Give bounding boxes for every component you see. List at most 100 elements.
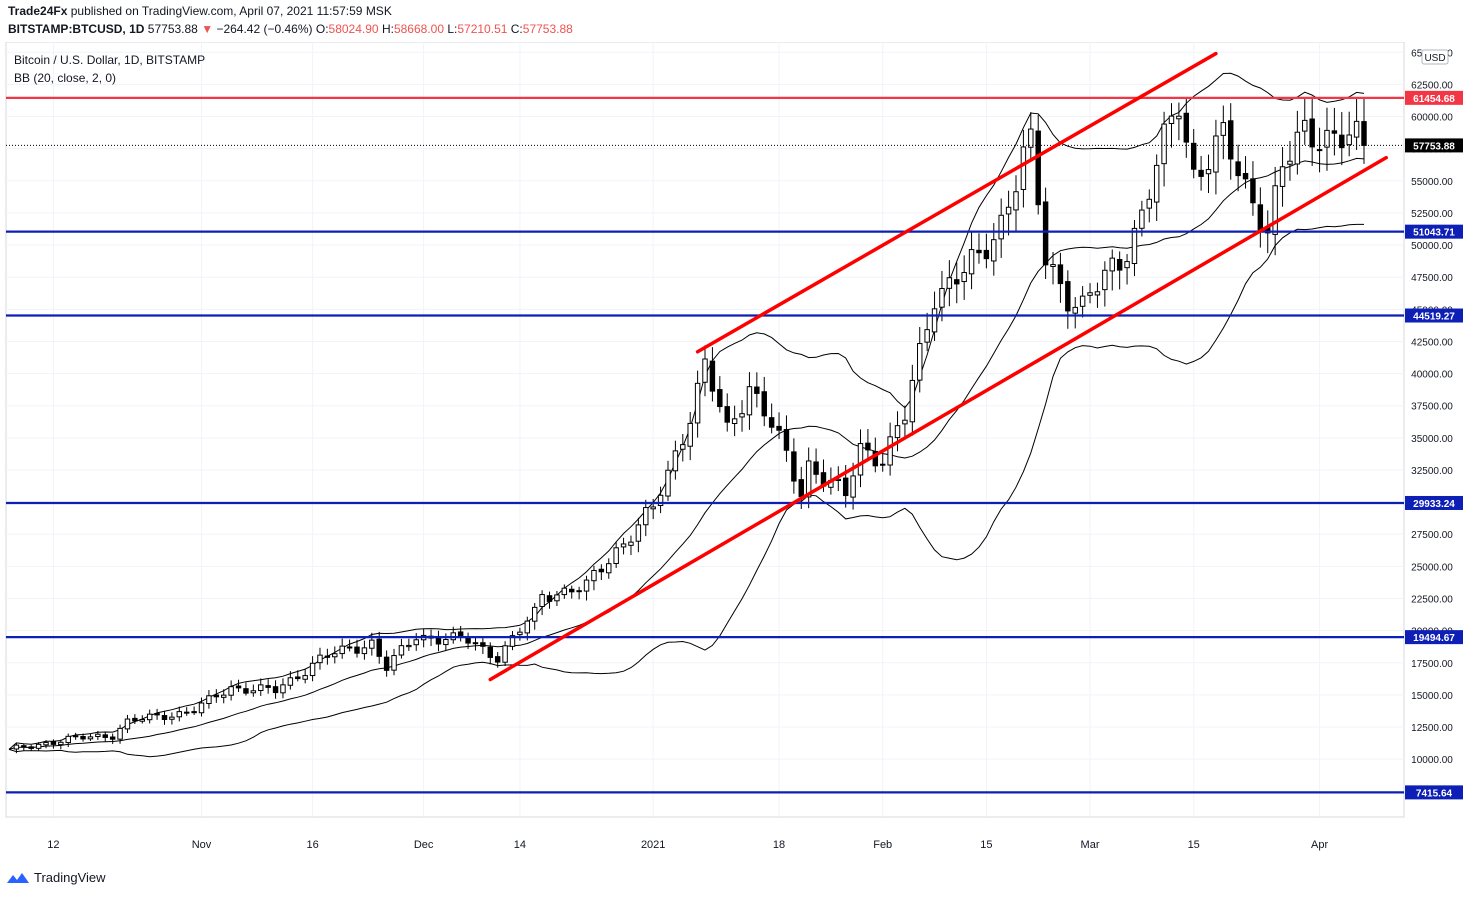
chart-legend-title: Bitcoin / U.S. Dollar, 1D, BITSTAMP: [14, 53, 205, 67]
candle: [879, 450, 886, 472]
candle-body: [487, 646, 494, 658]
candle: [539, 590, 545, 616]
candle-body: [139, 719, 145, 722]
publisher-name[interactable]: Trade24Fx: [8, 4, 68, 18]
candle-body: [317, 654, 323, 664]
candle: [1279, 147, 1286, 207]
candle: [95, 730, 101, 740]
indicator-legend: BB (20, close, 2, 0): [14, 71, 116, 85]
candle: [613, 541, 619, 568]
candle-body: [1257, 204, 1264, 231]
candle: [739, 400, 745, 432]
candle-body: [657, 494, 664, 506]
candle: [146, 709, 153, 724]
candle-body: [791, 451, 797, 482]
candle: [531, 602, 538, 630]
candle-body: [309, 662, 316, 677]
y-tick-label: 55000.00: [1411, 177, 1453, 188]
candle-body: [724, 406, 730, 423]
candle: [628, 535, 634, 556]
y-tick-label: 27500.00: [1411, 530, 1453, 541]
candle-body: [1324, 129, 1330, 148]
candle-body: [754, 386, 760, 394]
candle: [576, 586, 582, 600]
ohlc-open: 58024.90: [328, 22, 379, 36]
candle-body: [909, 379, 916, 423]
candle-body: [1065, 281, 1071, 312]
currency-badge[interactable]: [1421, 49, 1449, 65]
candle-body: [991, 239, 997, 262]
candle-body: [1228, 120, 1234, 160]
candle-body: [95, 733, 101, 737]
footer-brand[interactable]: TradingView: [34, 870, 106, 885]
y-tick-label: 52500.00: [1411, 209, 1453, 220]
ohlc-close: 57753.88: [522, 22, 573, 36]
candle-body: [917, 343, 923, 381]
candle-body: [243, 688, 249, 694]
candle-body: [206, 695, 212, 705]
candle-body: [961, 272, 967, 283]
candle-body: [1042, 201, 1049, 266]
y-tick-label: 42500.00: [1411, 337, 1453, 348]
candle-body: [102, 734, 108, 738]
candle: [1198, 155, 1204, 191]
candle-body: [1094, 291, 1101, 296]
candle: [1287, 141, 1293, 181]
candle-body: [1309, 118, 1315, 148]
price-level-label: 7415.64: [1416, 788, 1453, 799]
candle: [413, 633, 419, 651]
candle: [606, 558, 612, 579]
candle-body: [1339, 134, 1345, 149]
candle-body: [1198, 169, 1204, 177]
candle-body: [539, 594, 545, 607]
candle: [517, 627, 523, 641]
candle-body: [879, 463, 886, 466]
footer: TradingView: [6, 870, 106, 885]
candle: [1072, 297, 1078, 329]
candle: [35, 742, 42, 751]
candle-body: [1176, 115, 1182, 120]
candle-body: [983, 249, 990, 260]
candle-body: [761, 391, 767, 417]
candle-body: [1109, 257, 1115, 272]
candle: [1013, 175, 1019, 231]
candle: [206, 690, 212, 709]
candle-body: [842, 477, 849, 497]
candle-body: [783, 429, 790, 451]
candle: [791, 438, 797, 494]
candle-body: [1361, 121, 1367, 146]
candle: [324, 648, 331, 665]
candle-body: [1116, 259, 1123, 271]
candle: [132, 714, 138, 725]
candle: [250, 684, 257, 697]
candle: [465, 632, 471, 650]
x-tick-label: Nov: [192, 839, 212, 851]
candle-body: [731, 418, 738, 424]
candle-body: [598, 568, 605, 573]
candle-body: [613, 547, 619, 565]
down-arrow-icon: ▼: [201, 22, 214, 36]
candle-body: [87, 736, 94, 740]
tradingview-logo-icon: [7, 872, 29, 883]
candle: [1042, 187, 1049, 279]
candle-body: [546, 595, 553, 602]
candle-body: [213, 694, 220, 698]
candle-body: [635, 524, 642, 542]
candle-body: [620, 543, 627, 548]
candle-body: [443, 638, 449, 646]
candle: [1309, 96, 1315, 166]
candle-body: [902, 419, 908, 425]
candle-body: [1183, 112, 1190, 143]
candle: [1139, 200, 1145, 237]
candle-body: [21, 745, 27, 748]
candle: [917, 327, 923, 393]
price-level-label-bg: [1405, 630, 1463, 645]
price-chart[interactable]: 10000.0012500.0015000.0017500.0020000.00…: [0, 42, 1475, 860]
candle-body: [280, 684, 286, 694]
candle: [946, 260, 953, 307]
candle-body: [606, 563, 612, 574]
candle-body: [680, 444, 686, 450]
candle-body: [1124, 261, 1130, 269]
candle-body: [72, 735, 79, 738]
candle-body: [287, 677, 294, 686]
